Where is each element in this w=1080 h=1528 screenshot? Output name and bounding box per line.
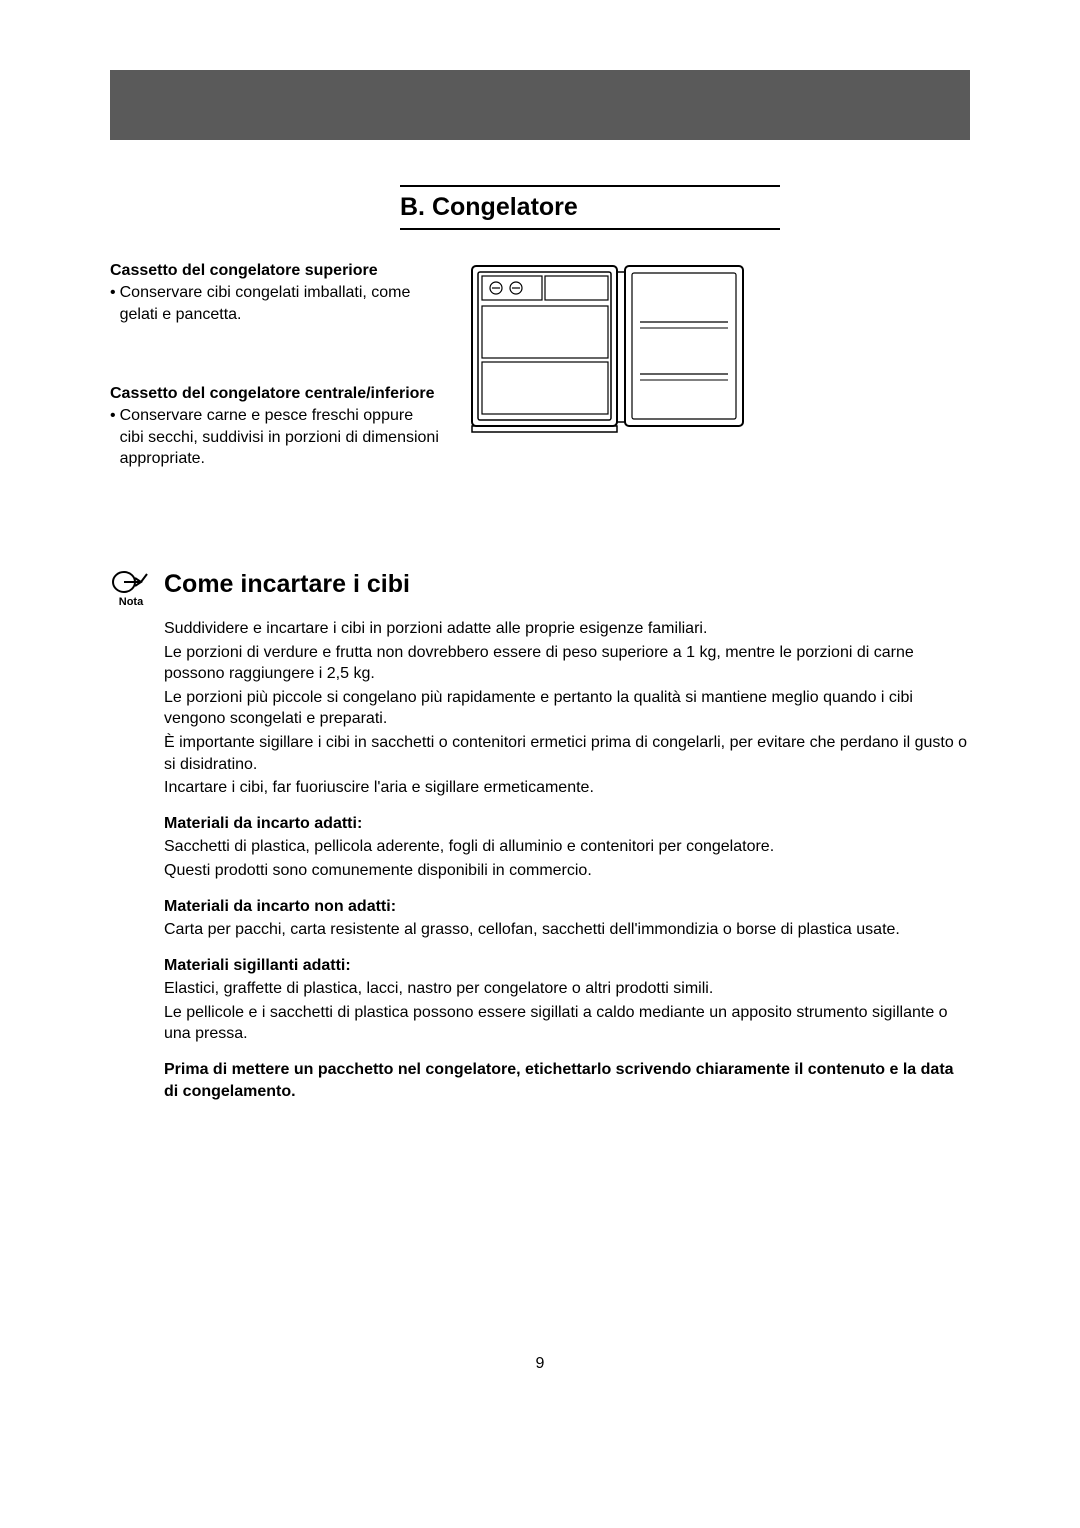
note-icon: Nota [110, 570, 152, 608]
bullet-mark: • [110, 282, 116, 325]
block-lower-drawer: Cassetto del congelatore centrale/inferi… [110, 385, 440, 470]
page: B. Congelatore Cassetto del congelatore … [0, 0, 1080, 1528]
subhead-materials-ok: Materiali da incarto adatti: [164, 813, 970, 835]
note-label: Nota [110, 596, 152, 608]
subhead-upper: Cassetto del congelatore superiore [110, 262, 440, 280]
page-number: 9 [0, 1355, 1080, 1373]
bullet-text: Conservare carne e pesce freschi oppure … [120, 405, 440, 470]
bullet-text: Conservare cibi congelati imballati, com… [120, 282, 440, 325]
sub3-t1: Elastici, graffette di plastica, lacci, … [164, 978, 970, 1000]
sub1-t1: Sacchetti di plastica, pellicola aderent… [164, 836, 970, 858]
sub3-t2: Le pellicole e i sacchetti di plastica p… [164, 1002, 970, 1045]
bullet-mark: • [110, 405, 116, 470]
subhead-sealants: Materiali sigillanti adatti: [164, 955, 970, 977]
note-title: Come incartare i cibi [164, 570, 410, 599]
bullet-lower: • Conservare carne e pesce freschi oppur… [110, 405, 440, 470]
header-bar [110, 70, 970, 140]
para-3: Le porzioni più piccole si congelano più… [164, 687, 970, 730]
left-column: Cassetto del congelatore superiore • Con… [110, 262, 440, 470]
two-column-layout: Cassetto del congelatore superiore • Con… [110, 262, 970, 470]
para-1: Suddividere e incartare i cibi in porzio… [164, 618, 970, 640]
block-upper-drawer: Cassetto del congelatore superiore • Con… [110, 262, 440, 325]
subhead-lower: Cassetto del congelatore centrale/inferi… [110, 385, 440, 403]
main-content: Suddividere e incartare i cibi in porzio… [164, 618, 970, 1102]
para-2: Le porzioni di verdure e frutta non dovr… [164, 642, 970, 685]
rule-bottom [400, 228, 780, 230]
subhead-materials-no: Materiali da incarto non adatti: [164, 896, 970, 918]
note-header: Nota Come incartare i cibi [110, 570, 970, 608]
bullet-upper: • Conservare cibi congelati imballati, c… [110, 282, 440, 325]
sub2-t1: Carta per pacchi, carta resistente al gr… [164, 919, 970, 941]
para-5: Incartare i cibi, far fuoriuscire l'aria… [164, 777, 970, 799]
para-4: È importante sigillare i cibi in sacchet… [164, 732, 970, 775]
final-note: Prima di mettere un pacchetto nel congel… [164, 1059, 970, 1102]
section-title-wrap: B. Congelatore [400, 185, 780, 230]
right-column [470, 262, 970, 470]
sub1-t2: Questi prodotti sono comunemente disponi… [164, 860, 970, 882]
section-title: B. Congelatore [400, 187, 780, 228]
freezer-diagram-icon [470, 262, 750, 437]
